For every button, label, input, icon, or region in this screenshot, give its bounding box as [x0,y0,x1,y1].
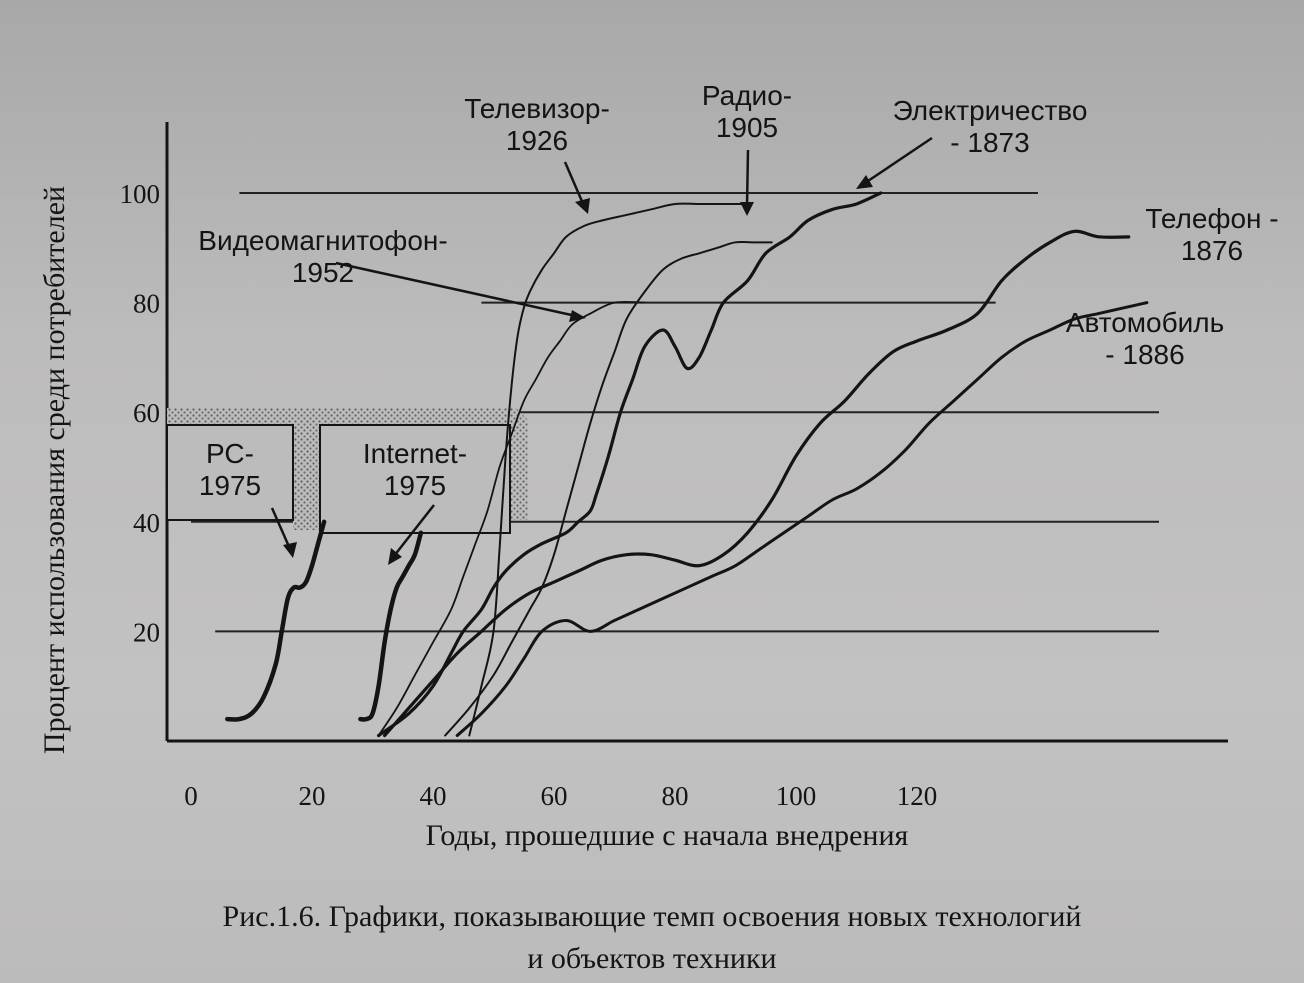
x-tick-labels: 0 20 40 60 80 100 120 [184,781,937,811]
series-line-internet [358,530,424,722]
y-tick-label: 100 [120,179,161,209]
series-lines [225,191,1149,738]
electricity-arrowhead [856,175,873,189]
series-line-electricity [376,191,883,738]
electricity-arrow [864,136,933,185]
pc-internet-box [166,408,528,534]
y-tick-label: 60 [133,398,160,428]
internet-arrowhead [388,548,402,565]
vcr-arrow [335,261,577,318]
radio-arrow [745,149,750,207]
x-tick-label: 120 [897,781,938,811]
x-tick-label: 80 [662,781,689,811]
series-label-vcr: Видеомагнитофон-1952 [198,225,447,288]
series-label-television: Телевизор-1926 [464,93,610,156]
series-line-telephone [383,229,1131,738]
series-line-vcr [377,300,646,737]
series-label-radio: Радио-1905 [702,80,792,143]
x-tick-label: 20 [299,781,326,811]
y-tick-labels: 20 40 60 80 100 [120,179,161,647]
x-tick-label: 40 [420,781,447,811]
series-line-pc [225,519,327,722]
pc-arrow [270,507,292,550]
series-label-telephone: Телефон -1876 [1145,203,1278,266]
series-label-pc: РС-1975 [199,438,261,501]
x-tick-label: 60 [541,781,568,811]
y-tick-label: 40 [133,508,160,538]
series-line-television [468,202,749,737]
series-line-automobile [455,301,1149,738]
series-label-internet: Internet-1975 [363,438,467,501]
series-label-automobile: Автомобиль - 1886 [1066,307,1224,370]
series-line-radio [444,240,773,737]
radio-arrowhead [740,202,754,216]
x-axis-title: Годы, прошедшие с начала внедрения [426,819,909,852]
figure-caption-line-1: Рис.1.6. Графики, показывающие темп осво… [222,900,1082,933]
tv-arrowhead [575,198,590,214]
pc-box [166,424,294,521]
y-axis-title: Процент использования среди потребителей [38,186,71,754]
series-label-electricity: Электричество - 1873 [893,95,1088,158]
pc-arrowhead [283,542,297,558]
annotation-arrows [270,136,933,565]
x-tick-label: 0 [184,781,198,811]
series-labels: Электричество - 1873 Телефон -1876 Автомоби… [198,80,1278,501]
y-tick-label: 20 [133,617,160,647]
x-tick-label: 100 [776,781,817,811]
internet-box [319,424,511,534]
vcr-arrowhead [569,310,586,322]
box-shadow [167,408,528,530]
tv-arrow [563,161,586,207]
figure-caption-line-2: и объектов техники [527,942,777,975]
y-tick-label: 80 [133,289,160,319]
internet-arrow [393,504,435,557]
